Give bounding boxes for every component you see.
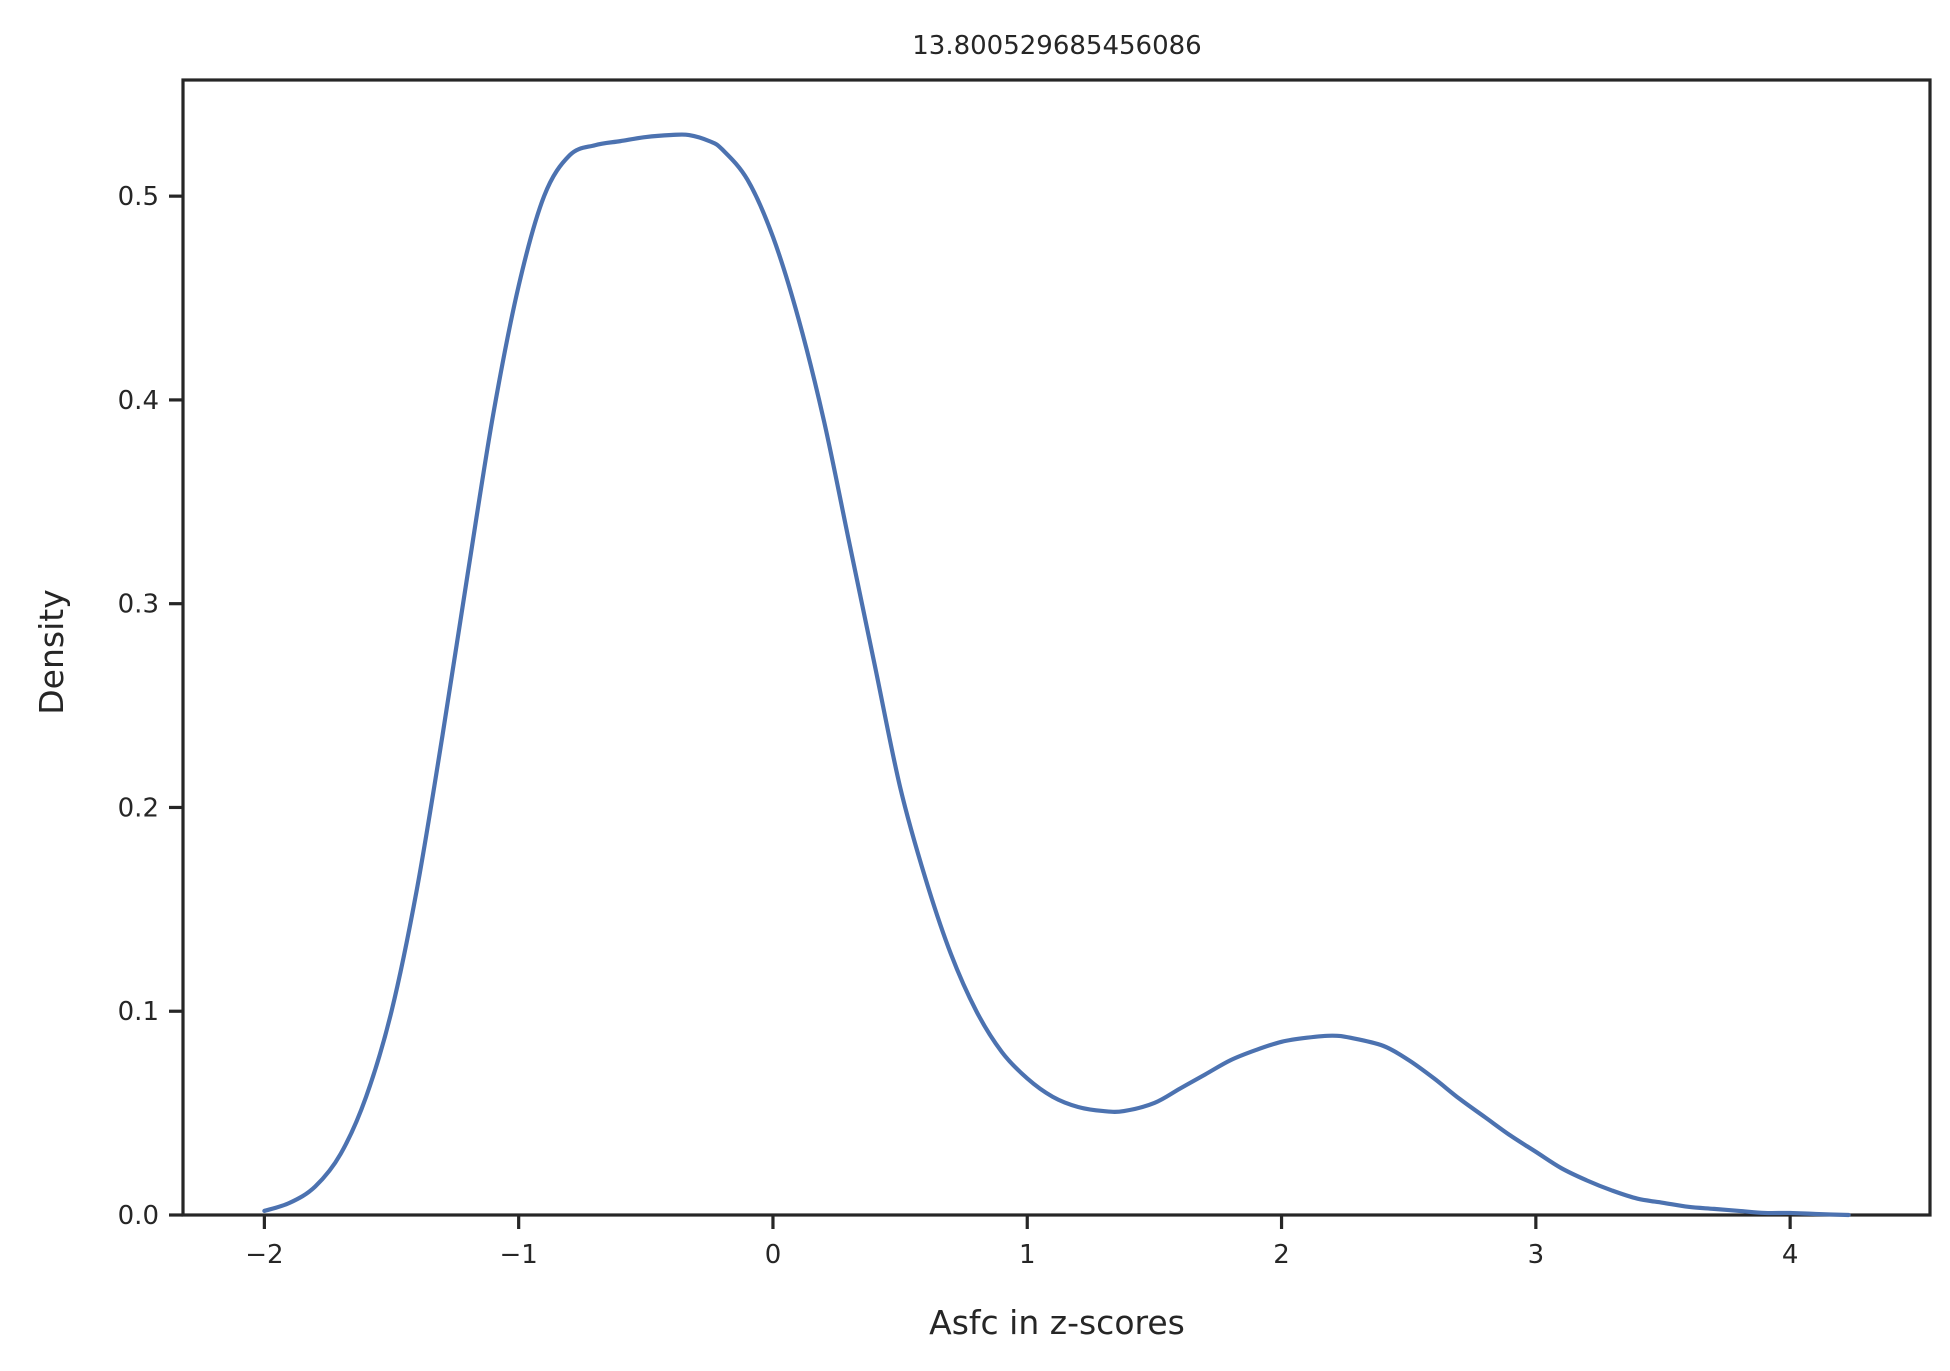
y-tick-label: 0.0 [118, 1201, 159, 1231]
x-tick-label: 2 [1273, 1240, 1290, 1270]
y-tick-label: 0.3 [118, 590, 159, 620]
y-tick-label: 0.2 [118, 793, 159, 823]
x-tick-label: 4 [1782, 1240, 1799, 1270]
density-line [262, 132, 1851, 1218]
x-axis-title: Asfc in z-scores [929, 1303, 1185, 1342]
x-tick-label: 3 [1528, 1240, 1545, 1270]
y-tick-label: 0.5 [118, 182, 159, 212]
x-tick-label: 1 [1019, 1240, 1036, 1270]
x-tick-label: 0 [765, 1240, 782, 1270]
y-axis-title: Density [32, 589, 71, 714]
y-tick-label: 0.1 [118, 997, 159, 1027]
chart-title: 13.800529685456086 [912, 31, 1201, 61]
y-tick-label: 0.4 [118, 386, 159, 416]
plot-frame [181, 78, 1932, 1217]
x-tick-label: −2 [245, 1240, 283, 1270]
x-tick-label: −1 [500, 1240, 538, 1270]
plot-area: −2 −1 0 1 2 3 4 0.0 0.1 0.2 0.3 0.4 0.5 [118, 78, 1932, 1270]
